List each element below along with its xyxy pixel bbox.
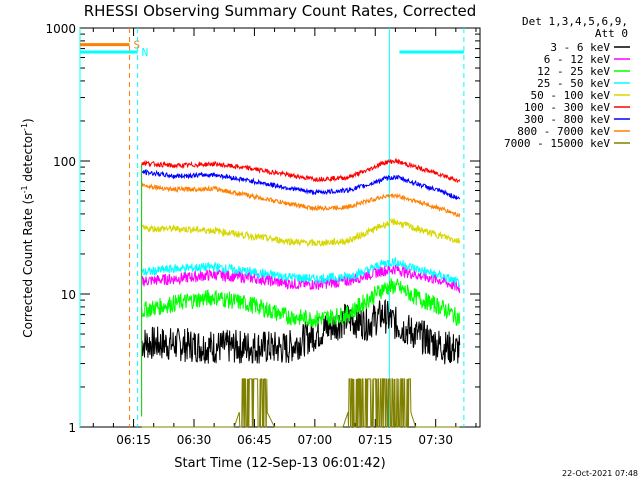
legend-title: Det 1,3,4,5,6,9, xyxy=(522,15,628,28)
x-tick-label: 07:15 xyxy=(358,433,393,447)
legend-entry-label: 7000 - 15000 keV xyxy=(504,137,610,150)
legend-entry-label: 12 - 25 keV xyxy=(537,65,610,78)
x-tick-label: 06:15 xyxy=(116,433,151,447)
attenuator-markers: SN xyxy=(79,28,465,427)
series-line xyxy=(141,257,461,288)
legend-entry-label: 300 - 800 keV xyxy=(524,113,610,126)
legend-entry-label: 800 - 7000 keV xyxy=(517,125,610,138)
x-tick-label: 06:30 xyxy=(177,433,212,447)
series-line xyxy=(141,264,461,294)
legend-title: Att 0 xyxy=(595,27,628,40)
y-tick-label: 100 xyxy=(53,155,76,169)
legend-entry-label: 25 - 50 keV xyxy=(537,77,610,90)
marker-label: N xyxy=(142,46,149,59)
legend-entry-label: 6 - 12 keV xyxy=(544,53,611,66)
legend-entry-label: 100 - 300 keV xyxy=(524,101,610,114)
legend-entry-label: 50 - 100 keV xyxy=(531,89,611,102)
x-tick-label: 07:00 xyxy=(298,433,333,447)
series-line xyxy=(141,278,461,329)
y-tick-label: 10 xyxy=(61,288,76,302)
series-line xyxy=(141,157,461,183)
y-tick-label: 1 xyxy=(68,421,76,435)
series-line xyxy=(141,378,460,428)
series-line xyxy=(141,299,461,365)
axis-ticks: 06:15 06:30 06:45 07:00 07:15 07:30 1 10 100 1000 xyxy=(45,22,480,447)
x-axis-label: Start Time (12-Sep-13 06:01:42) xyxy=(174,456,385,471)
series-line xyxy=(141,181,461,218)
chart-title: RHESSI Observing Summary Count Rates, Co… xyxy=(84,2,477,20)
series-lines xyxy=(141,157,461,428)
y-tick-label: 1000 xyxy=(45,22,76,36)
x-tick-label: 07:30 xyxy=(418,433,453,447)
y-axis-label: Corrected Count Rate (s-1 detector-1) xyxy=(20,118,35,337)
plot-frame xyxy=(79,27,481,428)
footer-timestamp: 22-Oct-2021 07:48 xyxy=(562,469,638,478)
x-tick-label: 06:45 xyxy=(237,433,272,447)
legend-entry-label: 3 - 6 keV xyxy=(550,41,610,54)
marker-label: S xyxy=(134,39,141,52)
series-line xyxy=(141,169,461,201)
series-line xyxy=(141,217,461,248)
